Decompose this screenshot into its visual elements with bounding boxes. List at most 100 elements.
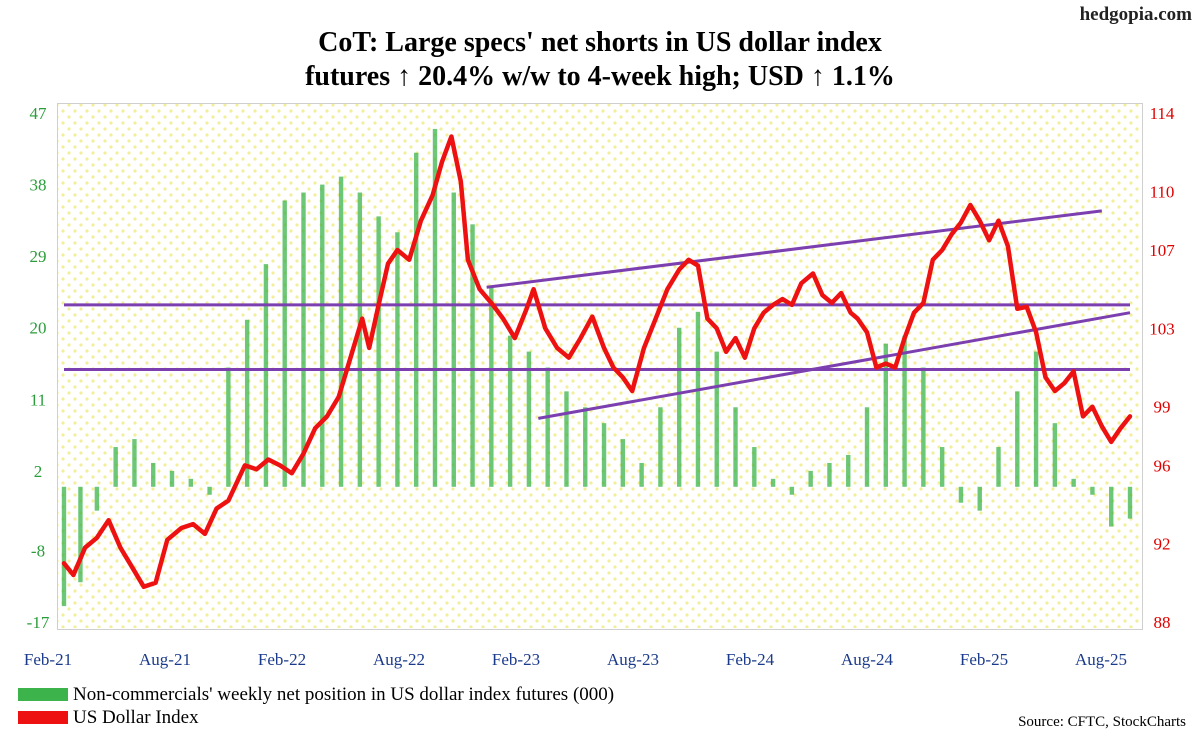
source-note: Source: CFTC, StockCharts [1018, 714, 1186, 730]
bar-1 [78, 486, 83, 583]
x-tick-label-1: Aug-21 [139, 650, 191, 669]
right-tick-label-0: 114 [1150, 104, 1175, 123]
plot-frame [57, 103, 1143, 630]
right-tick-label-3: 103 [1149, 319, 1175, 338]
bar-4 [132, 439, 137, 487]
left-tick-label-5: 2 [34, 462, 43, 481]
title-line-1: CoT: Large specs' net shorts in US dolla… [318, 27, 882, 58]
bar-15 [338, 176, 344, 487]
chart-title: CoT: Large specs' net shorts in US dolla… [0, 26, 1200, 94]
left-tick-label-3: 20 [30, 319, 47, 338]
bar-23 [489, 287, 494, 487]
right-tick-label-6: 92 [1154, 535, 1171, 554]
x-tick-label-2: Feb-22 [258, 650, 306, 669]
bar-39 [789, 486, 795, 495]
bar-40 [808, 470, 813, 487]
bar-20 [432, 128, 438, 487]
axis-layer: 47 38 29 20 11 2 -8 -17 114 110 107 103 99 96 92 88 Feb-… [24, 104, 1175, 669]
legend-label-line: US Dollar Index [73, 707, 199, 728]
right-tick-label-4: 99 [1154, 398, 1171, 417]
bar-12 [282, 200, 287, 487]
right-tick-label-5: 96 [1154, 456, 1171, 475]
x-tick-label-0: Feb-21 [24, 650, 72, 669]
bar-9 [226, 367, 231, 487]
x-tick-label-9: Aug-25 [1075, 650, 1127, 669]
right-tick-label-7: 88 [1154, 613, 1171, 632]
line-layer [61, 134, 1133, 590]
bar-3 [113, 447, 118, 487]
bar-29 [601, 423, 607, 487]
right-tick-label-2: 107 [1149, 241, 1175, 260]
bar-50 [996, 447, 1001, 487]
legend-item-line: US Dollar Index [18, 706, 614, 729]
bar-28 [583, 407, 588, 487]
bar-25 [526, 351, 532, 487]
site-name: hedgopia.com [1079, 4, 1192, 25]
bar-21 [451, 192, 456, 487]
x-tick-label-4: Feb-23 [492, 650, 540, 669]
legend: Non-commercials' weekly net position in … [18, 683, 614, 729]
bar-6 [169, 470, 175, 487]
left-tick-label-7: -17 [27, 613, 50, 632]
left-tick-label-0: 47 [30, 104, 48, 123]
bar-17 [376, 216, 381, 487]
bars-layer [61, 128, 1133, 607]
bar-43 [864, 407, 870, 487]
bar-42 [846, 454, 851, 487]
bar-19 [414, 152, 419, 487]
right-tick-label-1: 110 [1150, 182, 1175, 201]
bar-2 [94, 486, 100, 511]
bar-7 [188, 478, 193, 487]
title-line-2: futures ↑ 20.4% w/w to 4-week high; USD … [305, 61, 895, 92]
bar-41 [827, 462, 832, 487]
bar-36 [733, 407, 738, 487]
trendline-3 [538, 311, 1131, 420]
bar-13 [301, 192, 306, 487]
bar-38 [770, 478, 776, 487]
bar-53 [1052, 423, 1058, 487]
bar-46 [921, 367, 926, 487]
left-tick-label-4: 11 [30, 390, 46, 409]
legend-label-bars: Non-commercials' weekly net position in … [73, 684, 615, 705]
bar-45 [902, 335, 907, 487]
bar-24 [507, 335, 513, 487]
x-tick-label-5: Aug-23 [607, 650, 659, 669]
usd-line [61, 134, 1133, 590]
bar-5 [151, 462, 156, 487]
bar-54 [1071, 478, 1076, 487]
left-tick-label-2: 29 [30, 247, 47, 266]
left-tick-label-6: -8 [31, 541, 45, 560]
bar-0 [61, 486, 67, 607]
bar-57 [1127, 486, 1133, 519]
bar-47 [939, 447, 945, 487]
bar-11 [263, 264, 269, 487]
bar-49 [977, 486, 982, 511]
x-tick-label-7: Aug-24 [841, 650, 893, 669]
bar-22 [470, 224, 475, 487]
bar-30 [620, 439, 626, 487]
bar-37 [752, 447, 757, 487]
bar-10 [244, 319, 250, 487]
x-tick-label-6: Feb-24 [726, 650, 775, 669]
bar-31 [639, 462, 644, 487]
bar-48 [958, 486, 964, 503]
x-tick-label-8: Feb-25 [960, 650, 1008, 669]
bar-44 [883, 343, 889, 487]
bar-14 [320, 184, 325, 487]
legend-item-bars: Non-commercials' weekly net position in … [18, 683, 614, 706]
x-tick-label-3: Aug-22 [373, 650, 425, 669]
bar-27 [564, 391, 569, 487]
plot-background [58, 104, 1141, 628]
bar-55 [1090, 486, 1095, 495]
legend-swatch-bars [18, 688, 68, 701]
bar-56 [1109, 486, 1114, 527]
bar-26 [545, 367, 550, 487]
bar-33 [676, 327, 682, 487]
bar-51 [1015, 391, 1020, 487]
legend-swatch-line [18, 711, 68, 724]
bar-32 [658, 407, 663, 487]
left-tick-label-1: 38 [30, 176, 47, 195]
bar-18 [395, 232, 400, 487]
bar-34 [695, 311, 701, 487]
